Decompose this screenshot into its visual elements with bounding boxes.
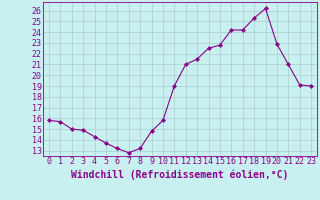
X-axis label: Windchill (Refroidissement éolien,°C): Windchill (Refroidissement éolien,°C): [71, 169, 289, 180]
